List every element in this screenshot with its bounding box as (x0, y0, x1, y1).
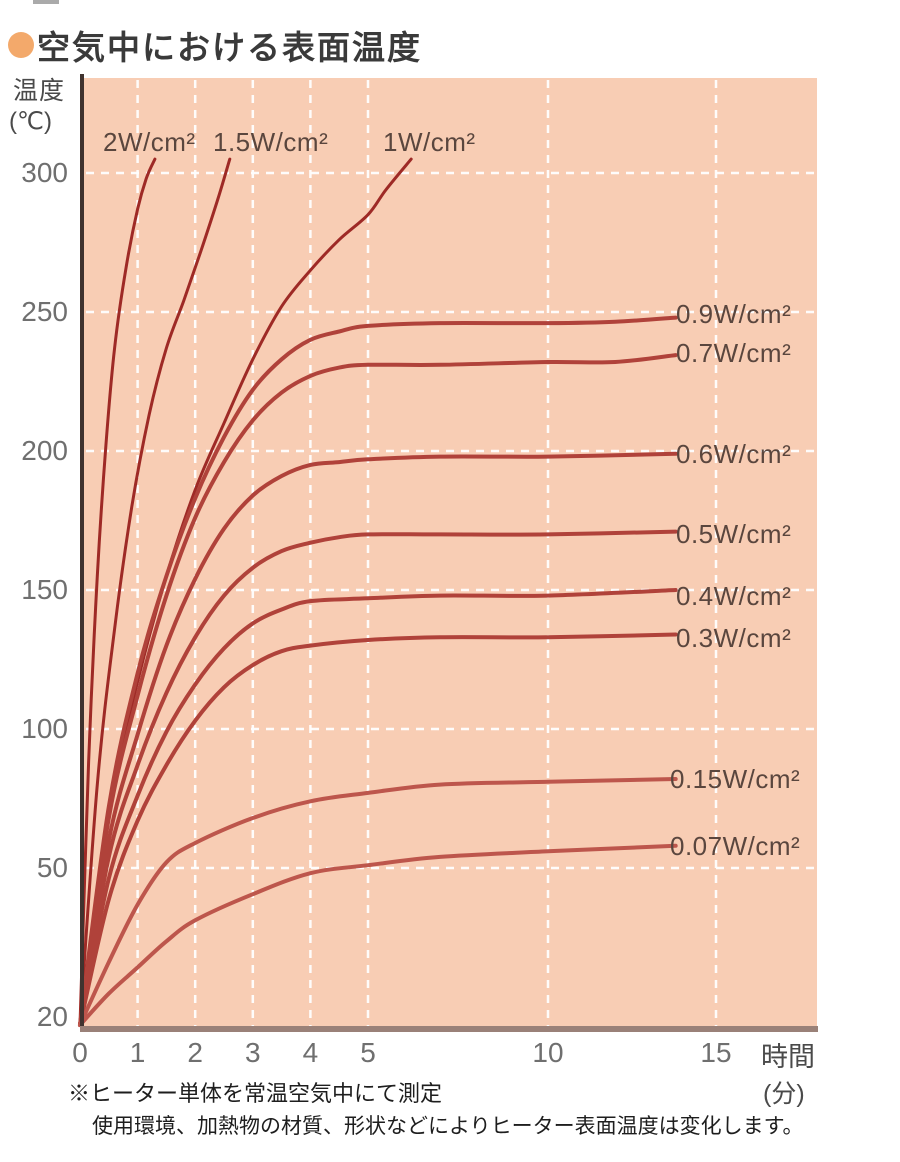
x-axis-title: 時間 (761, 1042, 815, 1072)
page-title: 空気中における表面温度 (37, 29, 422, 66)
curve-0.4Wcm (78, 588, 678, 1027)
x-tick-label-4: 4 (302, 1037, 319, 1068)
y-tick-label-20: 20 (36, 1001, 68, 1032)
curve-label-0.7Wcm: 0.7W/cm² (676, 338, 792, 368)
curve-label-0.07Wcm: 0.07W/cm² (670, 831, 801, 861)
x-tick-label-2: 2 (187, 1037, 203, 1068)
x-axis-unit: (分) (763, 1080, 805, 1108)
x-tick-label-5: 5 (360, 1037, 376, 1068)
top-edge-artifact (33, 0, 59, 4)
curve-0.6Wcm (78, 451, 678, 1027)
curve-2Wcm (78, 157, 157, 1027)
curve-0.15Wcm (78, 777, 678, 1027)
y-tick-label-300: 300 (21, 157, 68, 188)
y-tick-label-200: 200 (21, 435, 68, 466)
y-tick-label-250: 250 (21, 296, 68, 327)
y-tick-label-100: 100 (21, 713, 68, 744)
chart-title-row: 空気中における表面温度 (8, 21, 422, 69)
curve-0.07Wcm (78, 843, 678, 1027)
bullet-icon (8, 32, 34, 58)
x-tick-label-3: 3 (245, 1037, 261, 1068)
x-tick-label-1: 1 (129, 1037, 146, 1068)
curve-label-0.9Wcm: 0.9W/cm² (676, 299, 792, 329)
y-axis-unit: (℃) (9, 108, 52, 135)
curve-0.9Wcm (78, 315, 678, 1027)
curve-label-0.4Wcm: 0.4W/cm² (676, 581, 792, 611)
curve-label-0.5Wcm: 0.5W/cm² (676, 519, 792, 549)
y-tick-label-150: 150 (21, 574, 68, 605)
curve-label-2Wcm: 2W/cm² (103, 127, 196, 157)
curve-0.7Wcm (78, 353, 678, 1027)
footnote-disclaimer: 使用環境、加熱物の材質、形状などによりヒーター表面温度は変化します。 (92, 1115, 804, 1138)
footnote-measurement-condition: ※ヒーター単体を常温空気中にて測定 (68, 1081, 443, 1106)
curve-label-0.3Wcm: 0.3W/cm² (676, 623, 792, 653)
curve-0.5Wcm (78, 529, 678, 1027)
curve-label-1.5Wcm: 1.5W/cm² (213, 127, 329, 157)
x-tick-label-15: 15 (700, 1037, 732, 1068)
y-tick-label-50: 50 (36, 852, 68, 883)
x-tick-label-10: 10 (532, 1037, 564, 1068)
y-axis-title: 温度 (13, 77, 66, 105)
curve-0.3Wcm (78, 632, 678, 1027)
curve-label-1Wcm: 1W/cm² (383, 127, 476, 157)
curve-1.5Wcm (78, 157, 232, 1027)
x-tick-label-0: 0 (72, 1037, 88, 1068)
curve-label-0.15Wcm: 0.15W/cm² (670, 764, 801, 794)
curve-label-0.6Wcm: 0.6W/cm² (676, 439, 792, 469)
